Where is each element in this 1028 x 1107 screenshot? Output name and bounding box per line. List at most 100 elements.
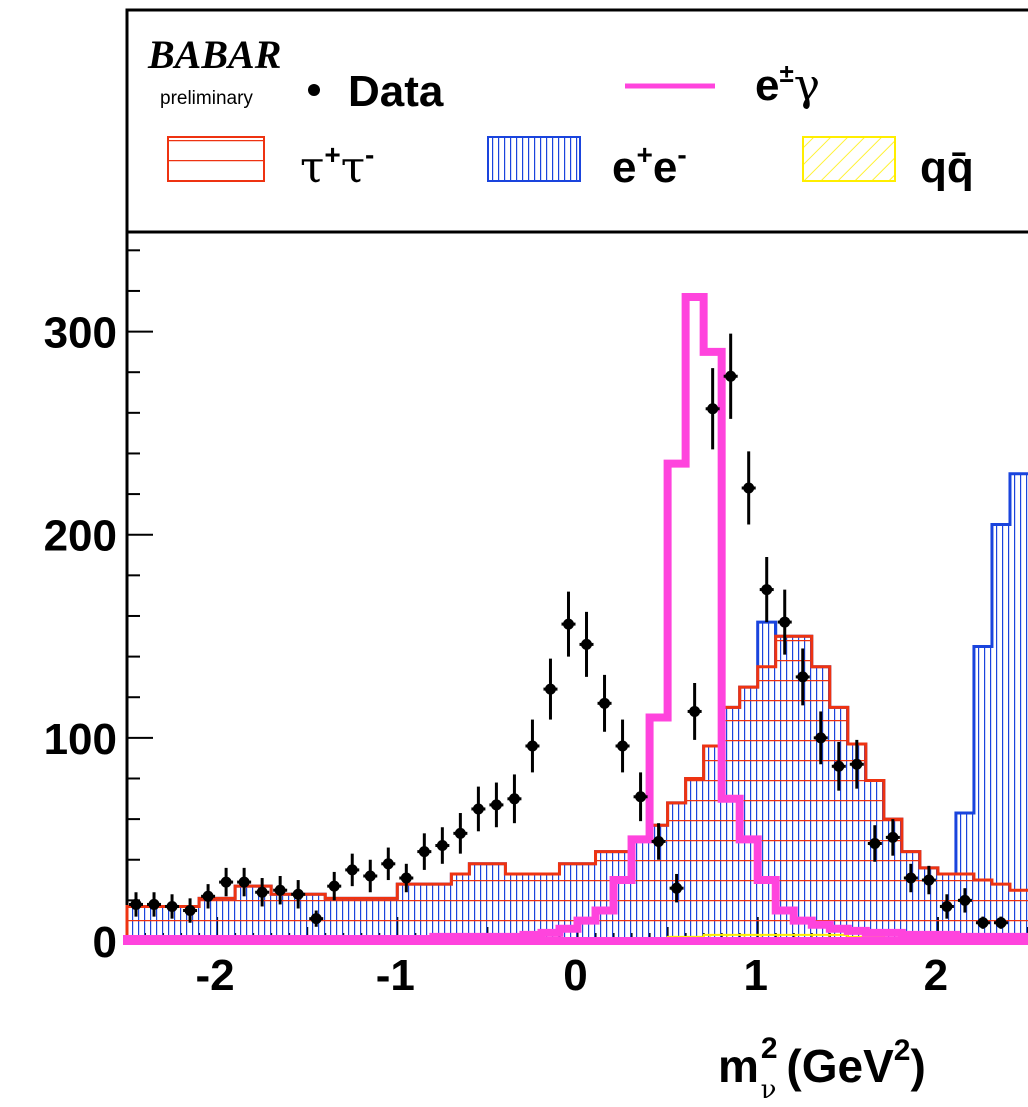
data-point: [921, 865, 936, 895]
data-point: [561, 591, 576, 657]
data-marker: [148, 898, 160, 910]
data-marker: [797, 671, 809, 683]
data-marker: [941, 900, 953, 912]
legend-tautau-b: τ: [341, 142, 365, 193]
y-tick-label: 100: [44, 715, 117, 764]
data-point: [183, 898, 198, 923]
y-tick-label: 200: [44, 512, 117, 561]
y-tick-label: 0: [93, 918, 117, 967]
legend-tautau-sup2: -: [365, 139, 374, 170]
legend-egamma-greek: γ: [794, 60, 820, 111]
data-marker: [923, 874, 935, 886]
data-marker: [238, 876, 250, 888]
legend-qq-swatch: [802, 136, 896, 182]
data-point: [831, 741, 846, 791]
legend-tautau-swatch: [167, 136, 265, 182]
data-marker: [743, 482, 755, 494]
data-marker: [166, 900, 178, 912]
legend-tautau-sup1: +: [324, 139, 340, 170]
data-marker: [689, 705, 701, 717]
legend-ee-sup1: +: [636, 139, 652, 170]
data-point: [723, 333, 738, 419]
y-tick-label: 300: [44, 309, 117, 358]
data-marker: [274, 884, 286, 896]
data-marker: [544, 683, 556, 695]
data-point: [687, 683, 702, 740]
data-marker: [815, 732, 827, 744]
data-point: [399, 863, 414, 893]
data-marker: [382, 858, 394, 870]
data-marker: [761, 584, 773, 596]
data-point: [507, 774, 522, 824]
data-marker: [959, 894, 971, 906]
data-point: [237, 867, 252, 897]
data-point: [903, 863, 918, 893]
legend-ee-a: e: [612, 143, 636, 192]
data-point: [543, 658, 558, 720]
legend-ee-swatch: [487, 136, 581, 182]
data-marker: [707, 403, 719, 415]
data-marker: [869, 837, 881, 849]
data-point: [993, 916, 1008, 929]
data-marker: [454, 827, 466, 839]
data-point: [327, 871, 342, 901]
x-tick-label: -2: [196, 951, 235, 1000]
data-point: [417, 833, 432, 870]
data-marker: [472, 803, 484, 815]
data-marker: [220, 876, 232, 888]
data-point: [345, 853, 360, 887]
data-marker: [526, 740, 538, 752]
x-tick-label: 1: [743, 951, 767, 1000]
data-marker: [328, 880, 340, 892]
x-axis-title-sup: 2: [761, 1032, 778, 1065]
data-marker: [490, 799, 502, 811]
data-point: [525, 719, 540, 773]
data-marker: [418, 846, 430, 858]
axis-tick-labels: 0 100 200 300 -2 -1 0 1 2: [44, 309, 949, 1000]
data-marker: [635, 791, 647, 803]
series-layer: [123, 293, 1028, 945]
data-marker: [617, 740, 629, 752]
data-point: [615, 719, 630, 773]
data-point: [381, 847, 396, 881]
data-marker: [310, 913, 322, 925]
data-marker: [508, 793, 520, 805]
data-point: [885, 819, 900, 856]
x-axis-title-unit: (GeV: [786, 1040, 894, 1092]
data-point: [705, 368, 720, 450]
data-point: [669, 873, 684, 903]
legend-ee-b: e: [653, 143, 677, 192]
x-axis-title-sub: ν: [761, 1075, 777, 1105]
data-point: [129, 892, 144, 917]
data-point: [867, 825, 882, 862]
data-point: [795, 648, 810, 706]
data-marker: [725, 370, 737, 382]
x-axis-title-m: m: [718, 1040, 759, 1092]
data-marker: [653, 835, 665, 847]
data-marker: [995, 917, 1007, 929]
legend-tautau-label: τ+τ-: [300, 139, 374, 193]
preliminary-label: preliminary: [160, 88, 253, 109]
experiment-logo: BABAR: [147, 32, 281, 77]
data-point: [597, 674, 612, 732]
legend-frame: [125, 8, 1028, 234]
data-point: [291, 880, 306, 909]
data-marker: [184, 905, 196, 917]
data-marker: [202, 890, 214, 902]
data-point: [489, 782, 504, 828]
data-point: [471, 786, 486, 832]
data-marker: [400, 872, 412, 884]
data-points-layer: [129, 333, 1008, 929]
data-point: [255, 878, 270, 907]
data-marker: [977, 917, 989, 929]
legend-egamma-label: e±γ: [755, 58, 820, 111]
data-marker: [833, 760, 845, 772]
legend-egamma-sup: ±: [779, 58, 793, 88]
data-point: [147, 892, 162, 917]
data-marker: [581, 638, 593, 650]
data-point: [813, 711, 828, 765]
legend-data-marker: [308, 84, 320, 96]
legend-qq-label: qq̄: [920, 143, 974, 192]
data-marker: [256, 886, 268, 898]
data-marker: [562, 618, 574, 630]
